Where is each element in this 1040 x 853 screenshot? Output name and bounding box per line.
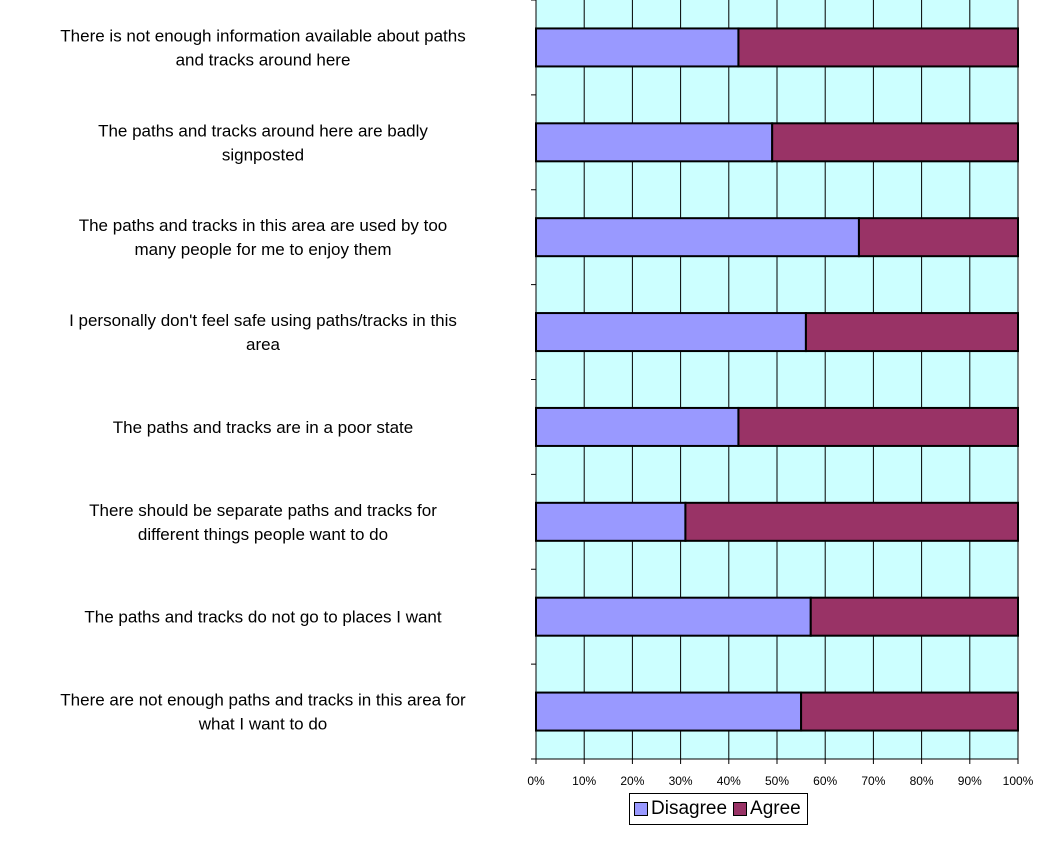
- x-tick-label: 100%: [1003, 774, 1034, 788]
- category-label: and tracks around here: [176, 50, 351, 69]
- category-label: I personally don't feel safe using paths…: [69, 311, 457, 330]
- legend-label-agree: Agree: [750, 798, 801, 819]
- category-label: what I want to do: [198, 715, 328, 734]
- bar-disagree-4: [535, 406, 740, 447]
- category-label: The paths and tracks around here are bad…: [98, 121, 428, 140]
- bar-agree-3: [804, 312, 1019, 353]
- bar-disagree-0: [535, 27, 740, 68]
- legend-item-agree: Agree: [733, 798, 801, 820]
- bar-disagree-5: [535, 501, 687, 542]
- bar-agree-2: [857, 217, 1019, 258]
- category-label: many people for me to enjoy them: [134, 240, 391, 259]
- x-tick-label: 30%: [669, 774, 693, 788]
- bar-disagree-7: [535, 691, 803, 732]
- legend-swatch-agree: [733, 802, 748, 816]
- category-label: different things people want to do: [138, 525, 388, 544]
- bar-disagree-2: [535, 217, 860, 258]
- x-tick-label: 40%: [717, 774, 741, 788]
- category-label: There are not enough paths and tracks in…: [60, 691, 466, 710]
- category-label: area: [246, 335, 281, 354]
- bar-agree-0: [737, 27, 1019, 68]
- legend-swatch-disagree: [634, 802, 648, 816]
- legend-item-disagree: Disagree: [634, 798, 727, 820]
- bar-agree-5: [684, 501, 1019, 542]
- category-label: The paths and tracks are in a poor state: [113, 418, 414, 437]
- bar-agree-6: [809, 596, 1019, 637]
- bar-agree-1: [771, 122, 1019, 163]
- chart-legend: Disagree Agree: [629, 793, 808, 825]
- bar-disagree-3: [535, 312, 807, 353]
- bar-agree-4: [737, 406, 1019, 447]
- category-label: The paths and tracks in this area are us…: [79, 216, 448, 235]
- category-label: The paths and tracks do not go to places…: [84, 608, 441, 627]
- x-tick-label: 0%: [527, 774, 545, 788]
- x-tick-label: 50%: [765, 774, 789, 788]
- x-tick-label: 90%: [958, 774, 982, 788]
- x-tick-label: 70%: [861, 774, 885, 788]
- x-tick-label: 10%: [572, 774, 596, 788]
- category-label: There is not enough information availabl…: [60, 26, 465, 45]
- category-label: signposted: [222, 145, 304, 164]
- bar-agree-7: [800, 691, 1019, 732]
- legend-label-disagree: Disagree: [651, 798, 728, 819]
- bar-disagree-1: [535, 122, 774, 163]
- x-tick-label: 60%: [813, 774, 837, 788]
- category-label: There should be separate paths and track…: [89, 501, 437, 520]
- x-tick-label: 20%: [620, 774, 644, 788]
- bar-disagree-6: [535, 596, 812, 637]
- x-tick-label: 80%: [910, 774, 934, 788]
